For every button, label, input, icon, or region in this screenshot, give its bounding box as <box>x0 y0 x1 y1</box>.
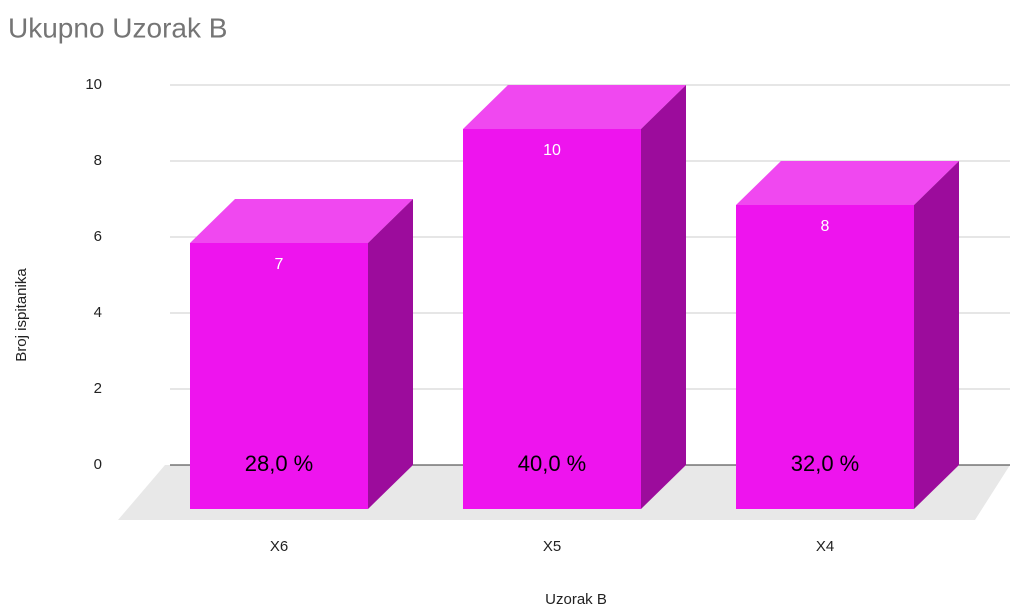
x-tick-label: X5 <box>543 538 561 555</box>
annotation: 32,0 % <box>791 451 860 476</box>
y-tick-label: 10 <box>85 76 102 93</box>
data-label: 8 <box>821 218 830 235</box>
bar <box>463 129 641 509</box>
bar-side <box>368 199 413 509</box>
chart-title: Ukupno Uzorak B <box>8 12 227 43</box>
bar-top <box>190 199 413 243</box>
y-tick-label: 0 <box>94 456 102 473</box>
y-axis-label: Broj ispitanika <box>13 268 30 362</box>
y-tick-label: 2 <box>94 380 102 397</box>
x-axis-label: Uzorak B <box>545 591 607 608</box>
annotation: 28,0 % <box>245 451 314 476</box>
bar-side <box>641 85 686 509</box>
data-label: 7 <box>275 256 284 273</box>
bar-top <box>463 85 686 129</box>
x-tick-label: X6 <box>270 538 288 555</box>
bar-side <box>914 161 959 509</box>
y-tick-label: 8 <box>94 152 102 169</box>
annotation: 40,0 % <box>518 451 587 476</box>
y-tick-label: 6 <box>94 228 102 245</box>
bar-top <box>736 161 959 205</box>
bar <box>190 243 368 509</box>
bar <box>736 205 914 509</box>
y-tick-label: 4 <box>94 304 102 321</box>
x-tick-label: X4 <box>816 538 834 555</box>
data-label: 10 <box>543 142 561 159</box>
